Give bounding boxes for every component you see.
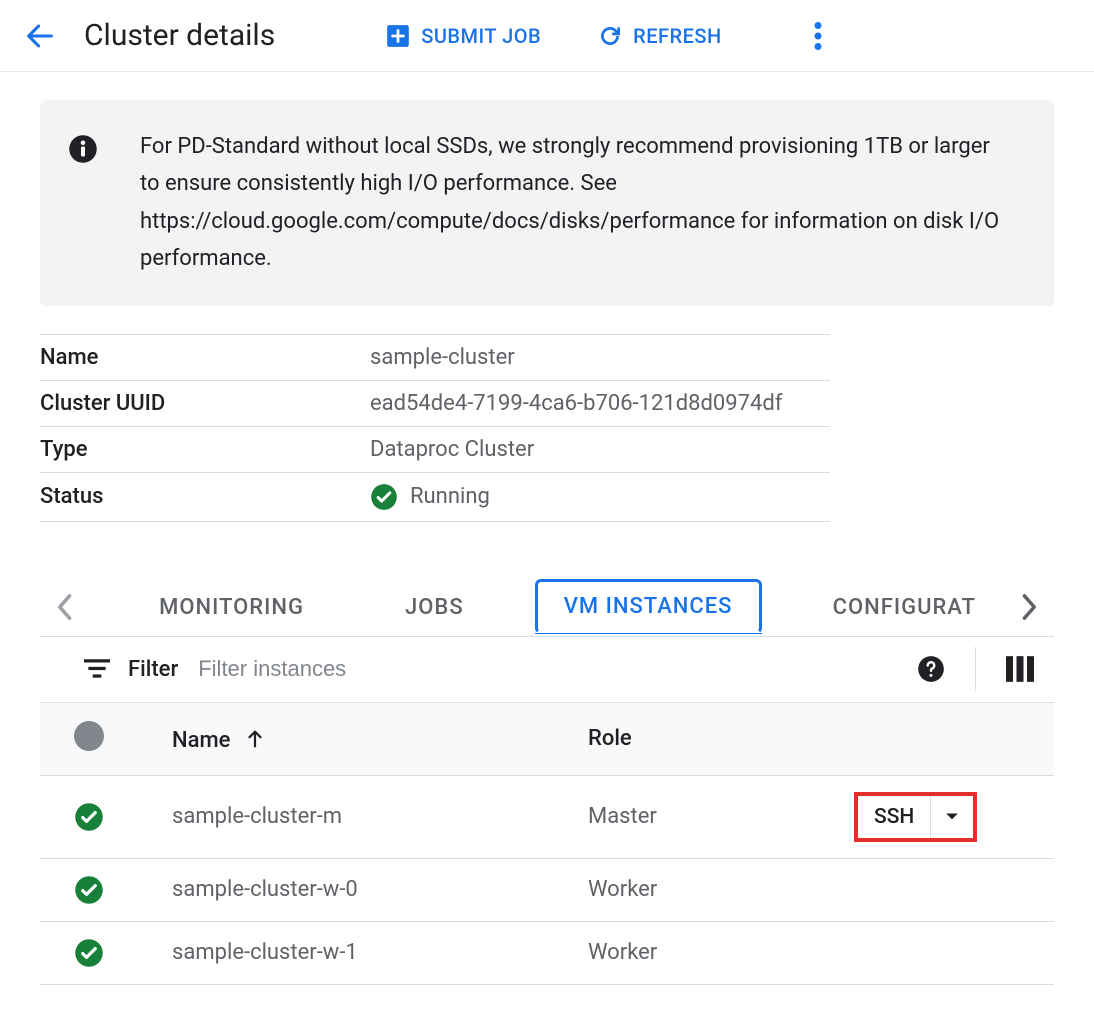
chevron-right-icon — [1021, 593, 1039, 621]
check-circle-icon — [74, 938, 104, 968]
submit-job-label: SUBMIT JOB — [421, 24, 541, 48]
detail-key: Name — [40, 334, 370, 380]
instance-name[interactable]: sample-cluster-m — [172, 775, 588, 858]
tab-label: MONITORING — [159, 595, 304, 620]
tab-label: VM INSTANCES — [564, 594, 733, 619]
tab-vm-instances[interactable]: VM INSTANCES — [535, 579, 762, 634]
tab-monitoring[interactable]: MONITORING — [129, 579, 334, 634]
detail-key: Status — [40, 472, 370, 521]
detail-value: Running — [410, 484, 490, 509]
more-actions-button[interactable] — [798, 16, 838, 56]
info-icon — [68, 134, 98, 278]
submit-job-button[interactable]: SUBMIT JOB — [385, 23, 541, 49]
table-row: sample-cluster-w-0 Worker — [40, 858, 1054, 921]
detail-value: sample-cluster — [370, 334, 830, 380]
instance-role: Worker — [588, 921, 854, 984]
tabs: MONITORING JOBS VM INSTANCES CONFIGURAT — [40, 578, 1054, 637]
tab-jobs[interactable]: JOBS — [375, 579, 494, 634]
instance-role: Master — [588, 775, 854, 858]
check-circle-icon — [74, 802, 104, 832]
kebab-icon — [814, 22, 822, 50]
tab-label: JOBS — [405, 595, 464, 620]
filter-bar: Filter — [40, 637, 1054, 703]
columns-button[interactable] — [994, 643, 1046, 695]
check-circle-icon — [74, 875, 104, 905]
caret-down-icon — [945, 812, 959, 822]
filter-icon — [84, 658, 110, 680]
refresh-button[interactable]: REFRESH — [597, 23, 722, 49]
info-banner: For PD-Standard without local SSDs, we s… — [40, 100, 1054, 306]
instance-role: Worker — [588, 858, 854, 921]
table-row: sample-cluster-w-1 Worker — [40, 921, 1054, 984]
help-icon — [917, 655, 945, 683]
ssh-main[interactable]: SSH — [858, 796, 931, 838]
topbar: Cluster details SUBMIT JOB REFRESH — [0, 0, 1094, 72]
page-title: Cluster details — [84, 18, 275, 53]
back-button[interactable] — [20, 16, 60, 56]
tab-scroll-right[interactable] — [1006, 578, 1054, 636]
divider — [975, 647, 976, 691]
plus-box-icon — [385, 23, 411, 49]
instances-table: Name Role sample-cluster-m Master SSH — [40, 703, 1054, 985]
filter-input[interactable] — [196, 655, 887, 683]
detail-value: Dataproc Cluster — [370, 426, 830, 472]
tab-configuration[interactable]: CONFIGURAT — [803, 579, 1006, 634]
topbar-actions: SUBMIT JOB REFRESH — [385, 16, 838, 56]
refresh-label: REFRESH — [633, 24, 722, 48]
tab-label: CONFIGURAT — [833, 595, 976, 620]
arrow-left-icon — [23, 19, 57, 53]
detail-row-type: Type Dataproc Cluster — [40, 426, 830, 472]
detail-key: Type — [40, 426, 370, 472]
detail-value: ead54de4-7199-4ca6-b706-121d8d0974df — [370, 380, 830, 426]
help-button[interactable] — [905, 643, 957, 695]
table-row: sample-cluster-m Master SSH — [40, 775, 1054, 858]
filter-label: Filter — [128, 657, 178, 682]
sort-asc-icon — [244, 728, 266, 750]
col-role-header[interactable]: Role — [588, 703, 854, 776]
content: For PD-Standard without local SSDs, we s… — [0, 72, 1094, 1025]
instances-header-row: Name Role — [40, 703, 1054, 776]
check-circle-icon — [370, 483, 398, 511]
detail-table: Name sample-cluster Cluster UUID ead54de… — [40, 334, 830, 522]
status-dot-header — [74, 721, 104, 751]
info-banner-text: For PD-Standard without local SSDs, we s… — [140, 128, 1014, 278]
ssh-button: SSH — [854, 792, 977, 842]
ssh-dropdown[interactable] — [931, 796, 973, 838]
col-name-header[interactable]: Name — [172, 728, 230, 753]
ssh-label: SSH — [874, 805, 914, 829]
instance-name[interactable]: sample-cluster-w-0 — [172, 858, 588, 921]
chevron-left-icon — [55, 593, 73, 621]
instance-name[interactable]: sample-cluster-w-1 — [172, 921, 588, 984]
tab-scroll-left[interactable] — [40, 578, 88, 636]
detail-row-status: Status Running — [40, 472, 830, 521]
detail-row-uuid: Cluster UUID ead54de4-7199-4ca6-b706-121… — [40, 380, 830, 426]
detail-row-name: Name sample-cluster — [40, 334, 830, 380]
refresh-icon — [597, 23, 623, 49]
detail-key: Cluster UUID — [40, 380, 370, 426]
columns-icon — [1006, 656, 1034, 682]
